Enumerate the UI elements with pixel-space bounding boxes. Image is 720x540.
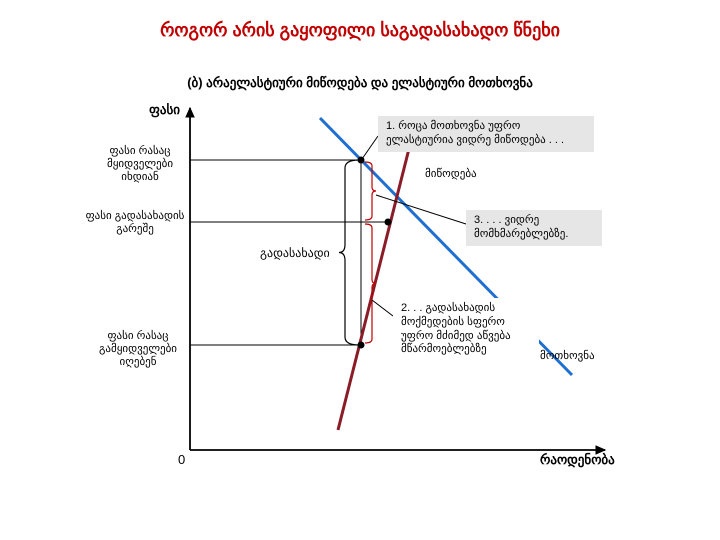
x-axis-label: რაოდენობა [540, 452, 615, 468]
side-label-seller: ფასი რასაც გამყიდველები იღებენ [88, 330, 188, 370]
demand-label: მოთხოვნა [540, 350, 595, 363]
side-label-buyer: ფასი რასაც მყიდველები იხდიან [90, 145, 190, 185]
annotation-1: 1. როცა მოთხოვნა უფრო ელასტიურია ვიდრე მ… [378, 116, 594, 152]
annotation-3: 3. . . . ვიდრე მომხმარებლებზე. [466, 210, 602, 246]
supply-label: მიწოდება [425, 168, 477, 181]
tax-bracket-label: გადასახადი [260, 246, 330, 260]
diagram-stage: როგორ არის გაყოფილი საგადასახადო წნეხი (… [0, 0, 720, 540]
annotation-2: 2. . . გადასახადის მოქმედების სფერო უფრო… [393, 298, 539, 361]
y-axis-label: ფასი [149, 102, 186, 118]
side-label-notax: ფასი გადასახადის გარეშე [80, 210, 190, 236]
origin-label: 0 [178, 452, 185, 468]
